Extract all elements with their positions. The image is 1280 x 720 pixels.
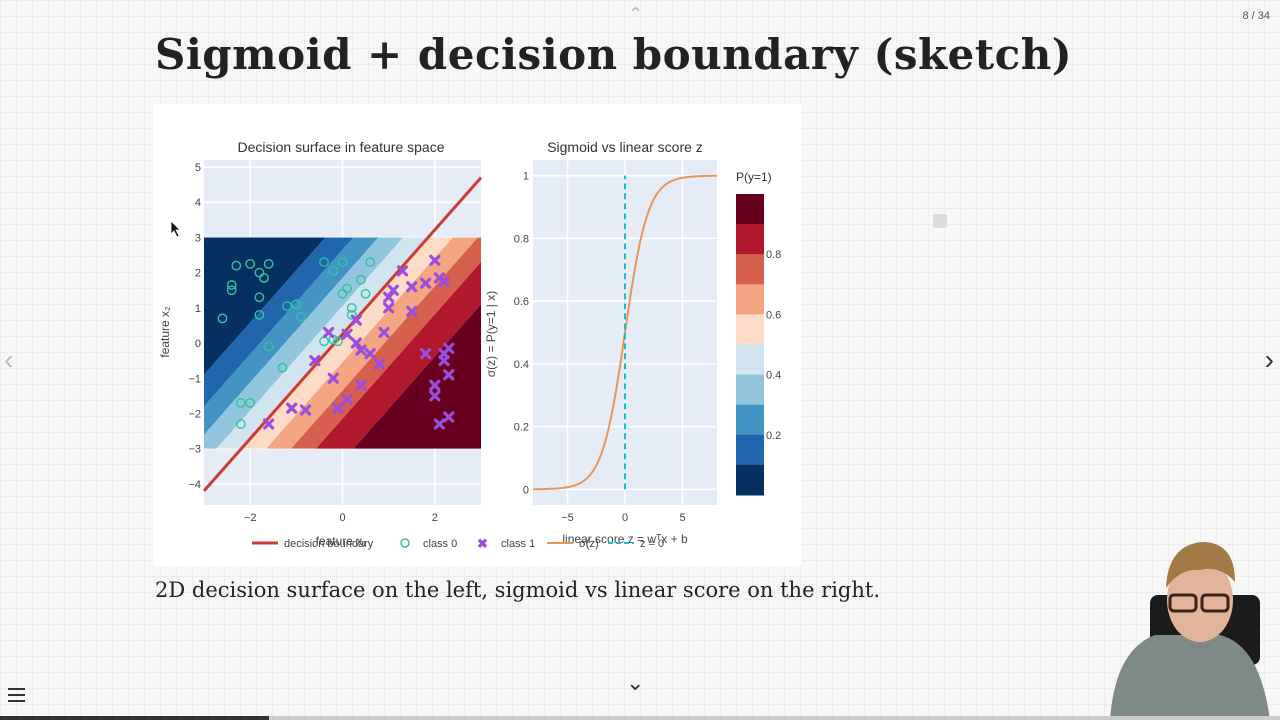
- chevron-down-icon[interactable]: ⌄: [626, 670, 645, 695]
- svg-text:✖: ✖: [477, 536, 488, 551]
- svg-text:2: 2: [195, 268, 201, 280]
- svg-text:0: 0: [622, 512, 628, 524]
- left-x-axis-label: feature x₁: [316, 534, 367, 548]
- svg-text:4: 4: [195, 197, 201, 209]
- svg-text:−4: −4: [188, 479, 201, 491]
- slide-title: Sigmoid + decision boundary (sketch): [155, 30, 1073, 79]
- legend-class-0[interactable]: class 0: [423, 538, 457, 550]
- svg-text:0.2: 0.2: [514, 422, 529, 434]
- svg-text:0.2: 0.2: [766, 430, 781, 442]
- svg-text:2: 2: [432, 512, 438, 524]
- legend-class-1[interactable]: class 1: [501, 538, 535, 550]
- legend-decision-boundary[interactable]: decision boundary: [284, 538, 374, 550]
- svg-text:5: 5: [195, 162, 201, 174]
- svg-text:0.4: 0.4: [766, 370, 781, 382]
- svg-text:0.6: 0.6: [766, 309, 781, 321]
- right-x-axis-label: linear score z = wᵀx + b: [562, 532, 688, 546]
- svg-text:1: 1: [523, 171, 529, 183]
- hamburger-menu-icon[interactable]: [8, 688, 25, 702]
- colorbar: 0.8 0.6 0.4 0.2: [736, 194, 781, 496]
- svg-text:0: 0: [523, 484, 529, 496]
- plotly-logo-icon[interactable]: [933, 214, 947, 228]
- legend-z-zero[interactable]: z = 0: [640, 538, 664, 550]
- svg-text:0.4: 0.4: [514, 359, 529, 371]
- svg-text:−3: −3: [188, 444, 201, 456]
- svg-text:−5: −5: [561, 512, 574, 524]
- svg-text:−1: −1: [188, 373, 201, 385]
- slide-progress-fill: [0, 716, 269, 720]
- right-plot-area[interactable]: 0 0.2 0.4 0.6 0.8 1 −5 0 5: [514, 160, 717, 524]
- legend[interactable]: decision boundary class 0 ✖ class 1 σ(z)…: [252, 536, 664, 551]
- slide-caption: 2D decision surface on the left, sigmoid…: [155, 578, 881, 602]
- presenter-webcam: [1110, 542, 1270, 720]
- chevron-right-icon[interactable]: ›: [1264, 344, 1274, 375]
- svg-text:5: 5: [679, 512, 685, 524]
- right-y-axis-label: σ(z) = P(y=1 | x): [484, 291, 498, 378]
- svg-text:0.8: 0.8: [766, 249, 781, 261]
- mouse-cursor-icon: [170, 220, 181, 238]
- right-plot-title: Sigmoid vs linear score z: [547, 139, 703, 155]
- left-plot-title: Decision surface in feature space: [238, 139, 445, 155]
- left-y-axis-label: feature x₂: [158, 306, 172, 358]
- chevron-up-icon[interactable]: ⌃: [628, 4, 644, 24]
- legend-sigma[interactable]: σ(z): [579, 538, 599, 550]
- svg-text:−2: −2: [244, 512, 257, 524]
- colorbar-title: P(y=1): [736, 170, 772, 184]
- svg-text:3: 3: [195, 232, 201, 244]
- svg-text:1: 1: [195, 303, 201, 315]
- svg-text:0: 0: [339, 512, 345, 524]
- chevron-left-icon[interactable]: ‹: [4, 344, 14, 375]
- left-plot-area[interactable]: 5 4 3 2 1 0 −1 −2 −3 −4 −2 0 2: [188, 104, 490, 566]
- svg-text:0.8: 0.8: [514, 233, 529, 245]
- svg-text:0.6: 0.6: [514, 296, 529, 308]
- page-indicator: 8 / 34: [1242, 10, 1270, 22]
- svg-text:−2: −2: [188, 408, 201, 420]
- slide-progress-bar[interactable]: [0, 716, 1280, 720]
- svg-text:0: 0: [195, 338, 201, 350]
